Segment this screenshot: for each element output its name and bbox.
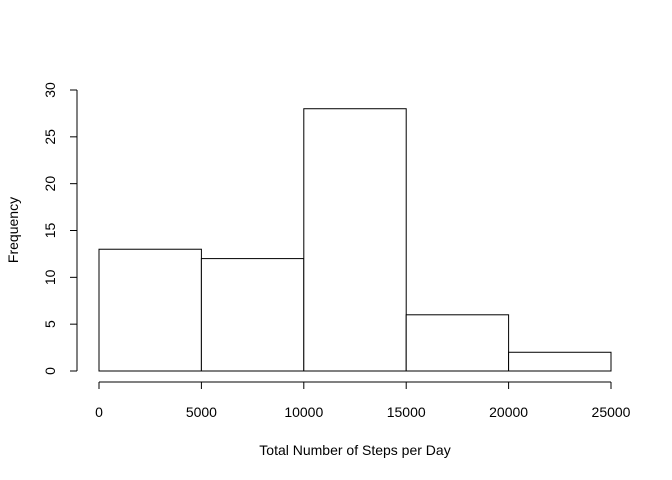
histogram-bar-0 (98, 248, 202, 372)
histogram-bar-4 (508, 351, 612, 372)
x-tick-label-2: 10000 (284, 404, 323, 420)
x-tick-label-4: 20000 (489, 404, 528, 420)
histogram-bar-2 (303, 108, 407, 372)
y-tick-label-6: 30 (42, 82, 58, 98)
x-tick-label-5: 25000 (592, 404, 631, 420)
y-tick-label-2: 10 (42, 269, 58, 285)
x-axis-label: Total Number of Steps per Day (259, 442, 450, 458)
histogram-bar-1 (200, 258, 305, 372)
histogram-bars (98, 108, 612, 372)
y-tick-label-3: 15 (42, 223, 58, 239)
y-axis-label: Frequency (5, 197, 21, 263)
x-tick-label-3: 15000 (387, 404, 426, 420)
x-tick-label-0: 0 (95, 404, 103, 420)
x-axis: 0 5000 10000 15000 20000 25000 (95, 381, 631, 420)
histogram-bar-3 (405, 314, 510, 372)
y-tick-label-5: 25 (42, 129, 58, 145)
x-tick-label-1: 5000 (186, 404, 217, 420)
y-tick-label-4: 20 (42, 176, 58, 192)
y-tick-label-0: 0 (42, 367, 58, 375)
y-tick-label-1: 5 (42, 320, 58, 328)
y-axis: 0 5 10 15 20 25 30 (42, 82, 78, 375)
